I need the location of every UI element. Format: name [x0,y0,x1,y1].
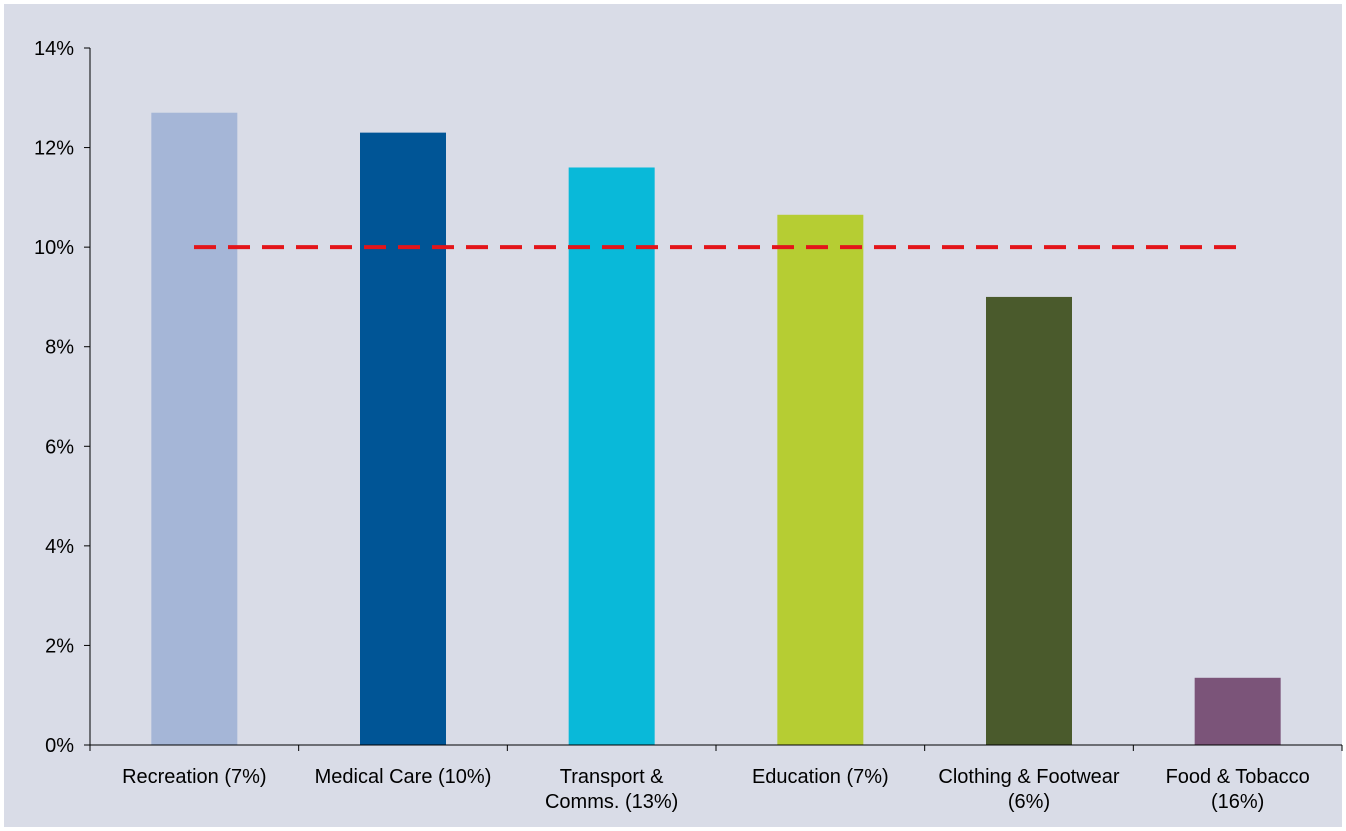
bars [151,112,1281,745]
bar [151,112,238,745]
x-category-label: Education (7%) [752,766,889,788]
y-tick-label: 0% [45,735,74,757]
bar [360,132,446,745]
y-tick-label: 4% [45,536,74,558]
y-tick-label: 14% [34,38,74,60]
y-tick-label: 2% [45,635,74,657]
x-category-label: (6%) [1008,791,1050,813]
x-category-label: (16%) [1211,791,1264,813]
x-category-label: Clothing & Footwear [938,766,1120,788]
bar [986,296,1072,745]
y-tick-label: 6% [45,436,74,458]
y-tick-label: 10% [34,237,74,259]
x-category-label: Transport & [560,766,664,788]
bar [1194,677,1281,745]
x-axis-labels: Recreation (7%) Medical Care (10%) Transpo… [122,766,1310,813]
x-category-label: Recreation (7%) [122,766,267,788]
x-category-label: Comms. (13%) [545,791,678,813]
x-category-label: Medical Care (10%) [315,766,492,788]
y-tick-label: 12% [34,138,74,160]
y-axis-ticks: 0% 2% 4% 6% 8% 10% 12% 14% [34,38,90,757]
x-category-label: Food & Tobacco [1166,766,1310,788]
axes [89,48,1343,751]
y-tick-label: 8% [45,337,74,359]
bar [777,214,864,745]
bar [568,167,655,745]
